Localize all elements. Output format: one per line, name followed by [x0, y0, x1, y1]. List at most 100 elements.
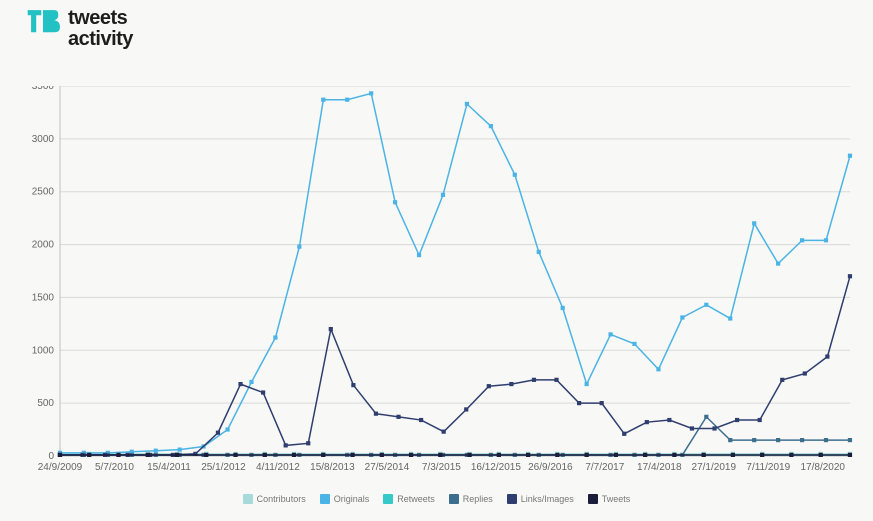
x-tick-label: 27/1/2019	[692, 462, 737, 473]
series-marker	[702, 453, 706, 457]
series-marker	[216, 431, 220, 435]
series-marker	[758, 418, 762, 422]
x-tick-label: 7/7/2017	[585, 462, 624, 473]
series-marker	[577, 401, 581, 405]
legend-swatch	[320, 494, 330, 504]
y-tick-label: 2500	[32, 187, 55, 198]
series-marker	[351, 383, 355, 387]
series-marker	[848, 274, 852, 278]
series-marker	[419, 418, 423, 422]
series-marker	[146, 453, 150, 457]
series-marker	[614, 453, 618, 457]
series-line	[60, 276, 850, 455]
series-marker	[487, 384, 491, 388]
series-marker	[467, 453, 471, 457]
series-marker	[526, 453, 530, 457]
series-marker	[819, 453, 823, 457]
series-marker	[249, 380, 253, 384]
series-marker	[380, 453, 384, 457]
title-line-1: tweets	[68, 8, 133, 29]
series-marker	[824, 438, 828, 442]
series-marker	[374, 412, 378, 416]
series-marker	[704, 415, 708, 419]
series-marker	[731, 453, 735, 457]
tweets-activity-chart: 050010001500200025003000350024/9/20095/7…	[20, 86, 853, 506]
x-tick-label: 26/9/2016	[528, 462, 573, 473]
legend-label: Replies	[463, 494, 493, 504]
series-marker	[728, 438, 732, 442]
series-marker	[417, 253, 421, 257]
series-marker	[116, 453, 120, 457]
series-marker	[760, 453, 764, 457]
series-marker	[656, 367, 660, 371]
series-marker	[464, 407, 468, 411]
x-tick-label: 27/5/2014	[365, 462, 410, 473]
y-tick-label: 1000	[32, 345, 55, 356]
page-title: tweets activity	[68, 8, 133, 50]
legend-item: Originals	[320, 494, 370, 504]
series-marker	[554, 378, 558, 382]
series-marker	[632, 342, 636, 346]
series-marker	[175, 453, 179, 457]
series-marker	[233, 453, 237, 457]
series-marker	[680, 315, 684, 319]
series-marker	[645, 420, 649, 424]
series-marker	[752, 438, 756, 442]
series-marker	[513, 173, 517, 177]
series-marker	[825, 354, 829, 358]
legend-label: Originals	[334, 494, 370, 504]
series-marker	[824, 238, 828, 242]
x-tick-label: 7/11/2019	[746, 462, 790, 473]
series-marker	[752, 221, 756, 225]
series-marker	[509, 382, 513, 386]
x-tick-label: 24/9/2009	[38, 462, 83, 473]
series-marker	[704, 303, 708, 307]
legend-label: Tweets	[602, 494, 631, 504]
title-line-2: activity	[68, 29, 133, 50]
series-marker	[712, 426, 716, 430]
series-marker	[273, 335, 277, 339]
y-tick-label: 0	[48, 451, 54, 462]
series-line	[60, 93, 850, 452]
series-marker	[600, 401, 604, 405]
series-marker	[848, 154, 852, 158]
legend-swatch	[243, 494, 253, 504]
series-marker	[438, 453, 442, 457]
series-marker	[238, 382, 242, 386]
series-marker	[643, 453, 647, 457]
series-marker	[442, 430, 446, 434]
series-marker	[393, 200, 397, 204]
series-marker	[465, 102, 469, 106]
series-marker	[776, 261, 780, 265]
series-marker	[297, 245, 301, 249]
header: tweets activity	[26, 8, 133, 50]
x-tick-label: 15/8/2013	[310, 462, 355, 473]
series-marker	[58, 453, 62, 457]
series-marker	[776, 438, 780, 442]
series-marker	[555, 453, 559, 457]
series-marker	[537, 250, 541, 254]
series-marker	[780, 378, 784, 382]
x-tick-label: 17/8/2020	[801, 462, 846, 473]
y-tick-label: 2000	[32, 240, 55, 251]
series-marker	[263, 453, 267, 457]
series-marker	[261, 390, 265, 394]
series-marker	[622, 432, 626, 436]
x-tick-label: 25/1/2012	[201, 462, 246, 473]
legend-swatch	[588, 494, 598, 504]
series-marker	[321, 453, 325, 457]
legend-label: Contributors	[257, 494, 306, 504]
x-tick-label: 4/11/2012	[256, 462, 300, 473]
series-marker	[735, 418, 739, 422]
series-marker	[585, 382, 589, 386]
legend-label: Links/Images	[521, 494, 574, 504]
series-marker	[497, 453, 501, 457]
legend-item: Links/Images	[507, 494, 574, 504]
y-tick-label: 3500	[32, 86, 55, 92]
legend-swatch	[507, 494, 517, 504]
series-marker	[532, 378, 536, 382]
series-marker	[667, 418, 671, 422]
x-tick-label: 5/7/2010	[95, 462, 134, 473]
series-marker	[321, 98, 325, 102]
series-marker	[585, 453, 589, 457]
